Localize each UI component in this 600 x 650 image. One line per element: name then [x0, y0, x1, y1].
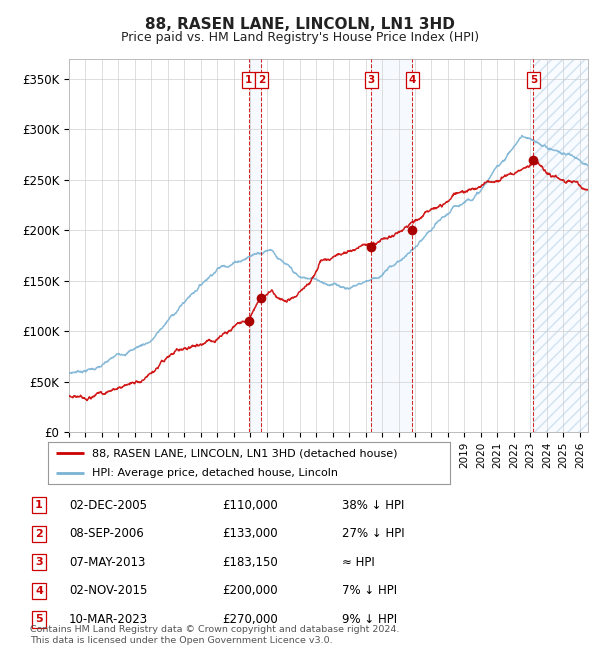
Text: 07-MAY-2013: 07-MAY-2013 — [69, 556, 145, 569]
Text: Contains HM Land Registry data © Crown copyright and database right 2024.
This d: Contains HM Land Registry data © Crown c… — [30, 625, 400, 645]
Text: 4: 4 — [35, 586, 43, 596]
Text: 88, RASEN LANE, LINCOLN, LN1 3HD: 88, RASEN LANE, LINCOLN, LN1 3HD — [145, 17, 455, 32]
Bar — [371, 58, 412, 432]
Text: 4: 4 — [409, 75, 416, 85]
Text: 02-DEC-2005: 02-DEC-2005 — [69, 499, 147, 512]
Text: 7% ↓ HPI: 7% ↓ HPI — [342, 584, 397, 597]
Text: 02-NOV-2015: 02-NOV-2015 — [69, 584, 148, 597]
Text: £110,000: £110,000 — [222, 499, 278, 512]
Text: 5: 5 — [35, 614, 43, 625]
Text: 3: 3 — [368, 75, 375, 85]
Text: 27% ↓ HPI: 27% ↓ HPI — [342, 527, 404, 540]
Text: £270,000: £270,000 — [222, 613, 278, 626]
Text: 88, RASEN LANE, LINCOLN, LN1 3HD (detached house): 88, RASEN LANE, LINCOLN, LN1 3HD (detach… — [92, 448, 398, 458]
Bar — [249, 58, 262, 432]
Text: 9% ↓ HPI: 9% ↓ HPI — [342, 613, 397, 626]
Text: HPI: Average price, detached house, Lincoln: HPI: Average price, detached house, Linc… — [92, 468, 338, 478]
Text: 5: 5 — [530, 75, 537, 85]
Bar — [533, 58, 588, 432]
Text: 10-MAR-2023: 10-MAR-2023 — [69, 613, 148, 626]
Text: 2: 2 — [35, 528, 43, 539]
Text: 2: 2 — [258, 75, 265, 85]
Text: 1: 1 — [35, 500, 43, 510]
Text: Price paid vs. HM Land Registry's House Price Index (HPI): Price paid vs. HM Land Registry's House … — [121, 31, 479, 44]
Text: £200,000: £200,000 — [222, 584, 278, 597]
Text: 38% ↓ HPI: 38% ↓ HPI — [342, 499, 404, 512]
Text: £183,150: £183,150 — [222, 556, 278, 569]
Text: ≈ HPI: ≈ HPI — [342, 556, 375, 569]
Text: £133,000: £133,000 — [222, 527, 278, 540]
Bar — [533, 58, 588, 432]
Text: 1: 1 — [245, 75, 253, 85]
Text: 3: 3 — [35, 557, 43, 567]
Text: 08-SEP-2006: 08-SEP-2006 — [69, 527, 144, 540]
